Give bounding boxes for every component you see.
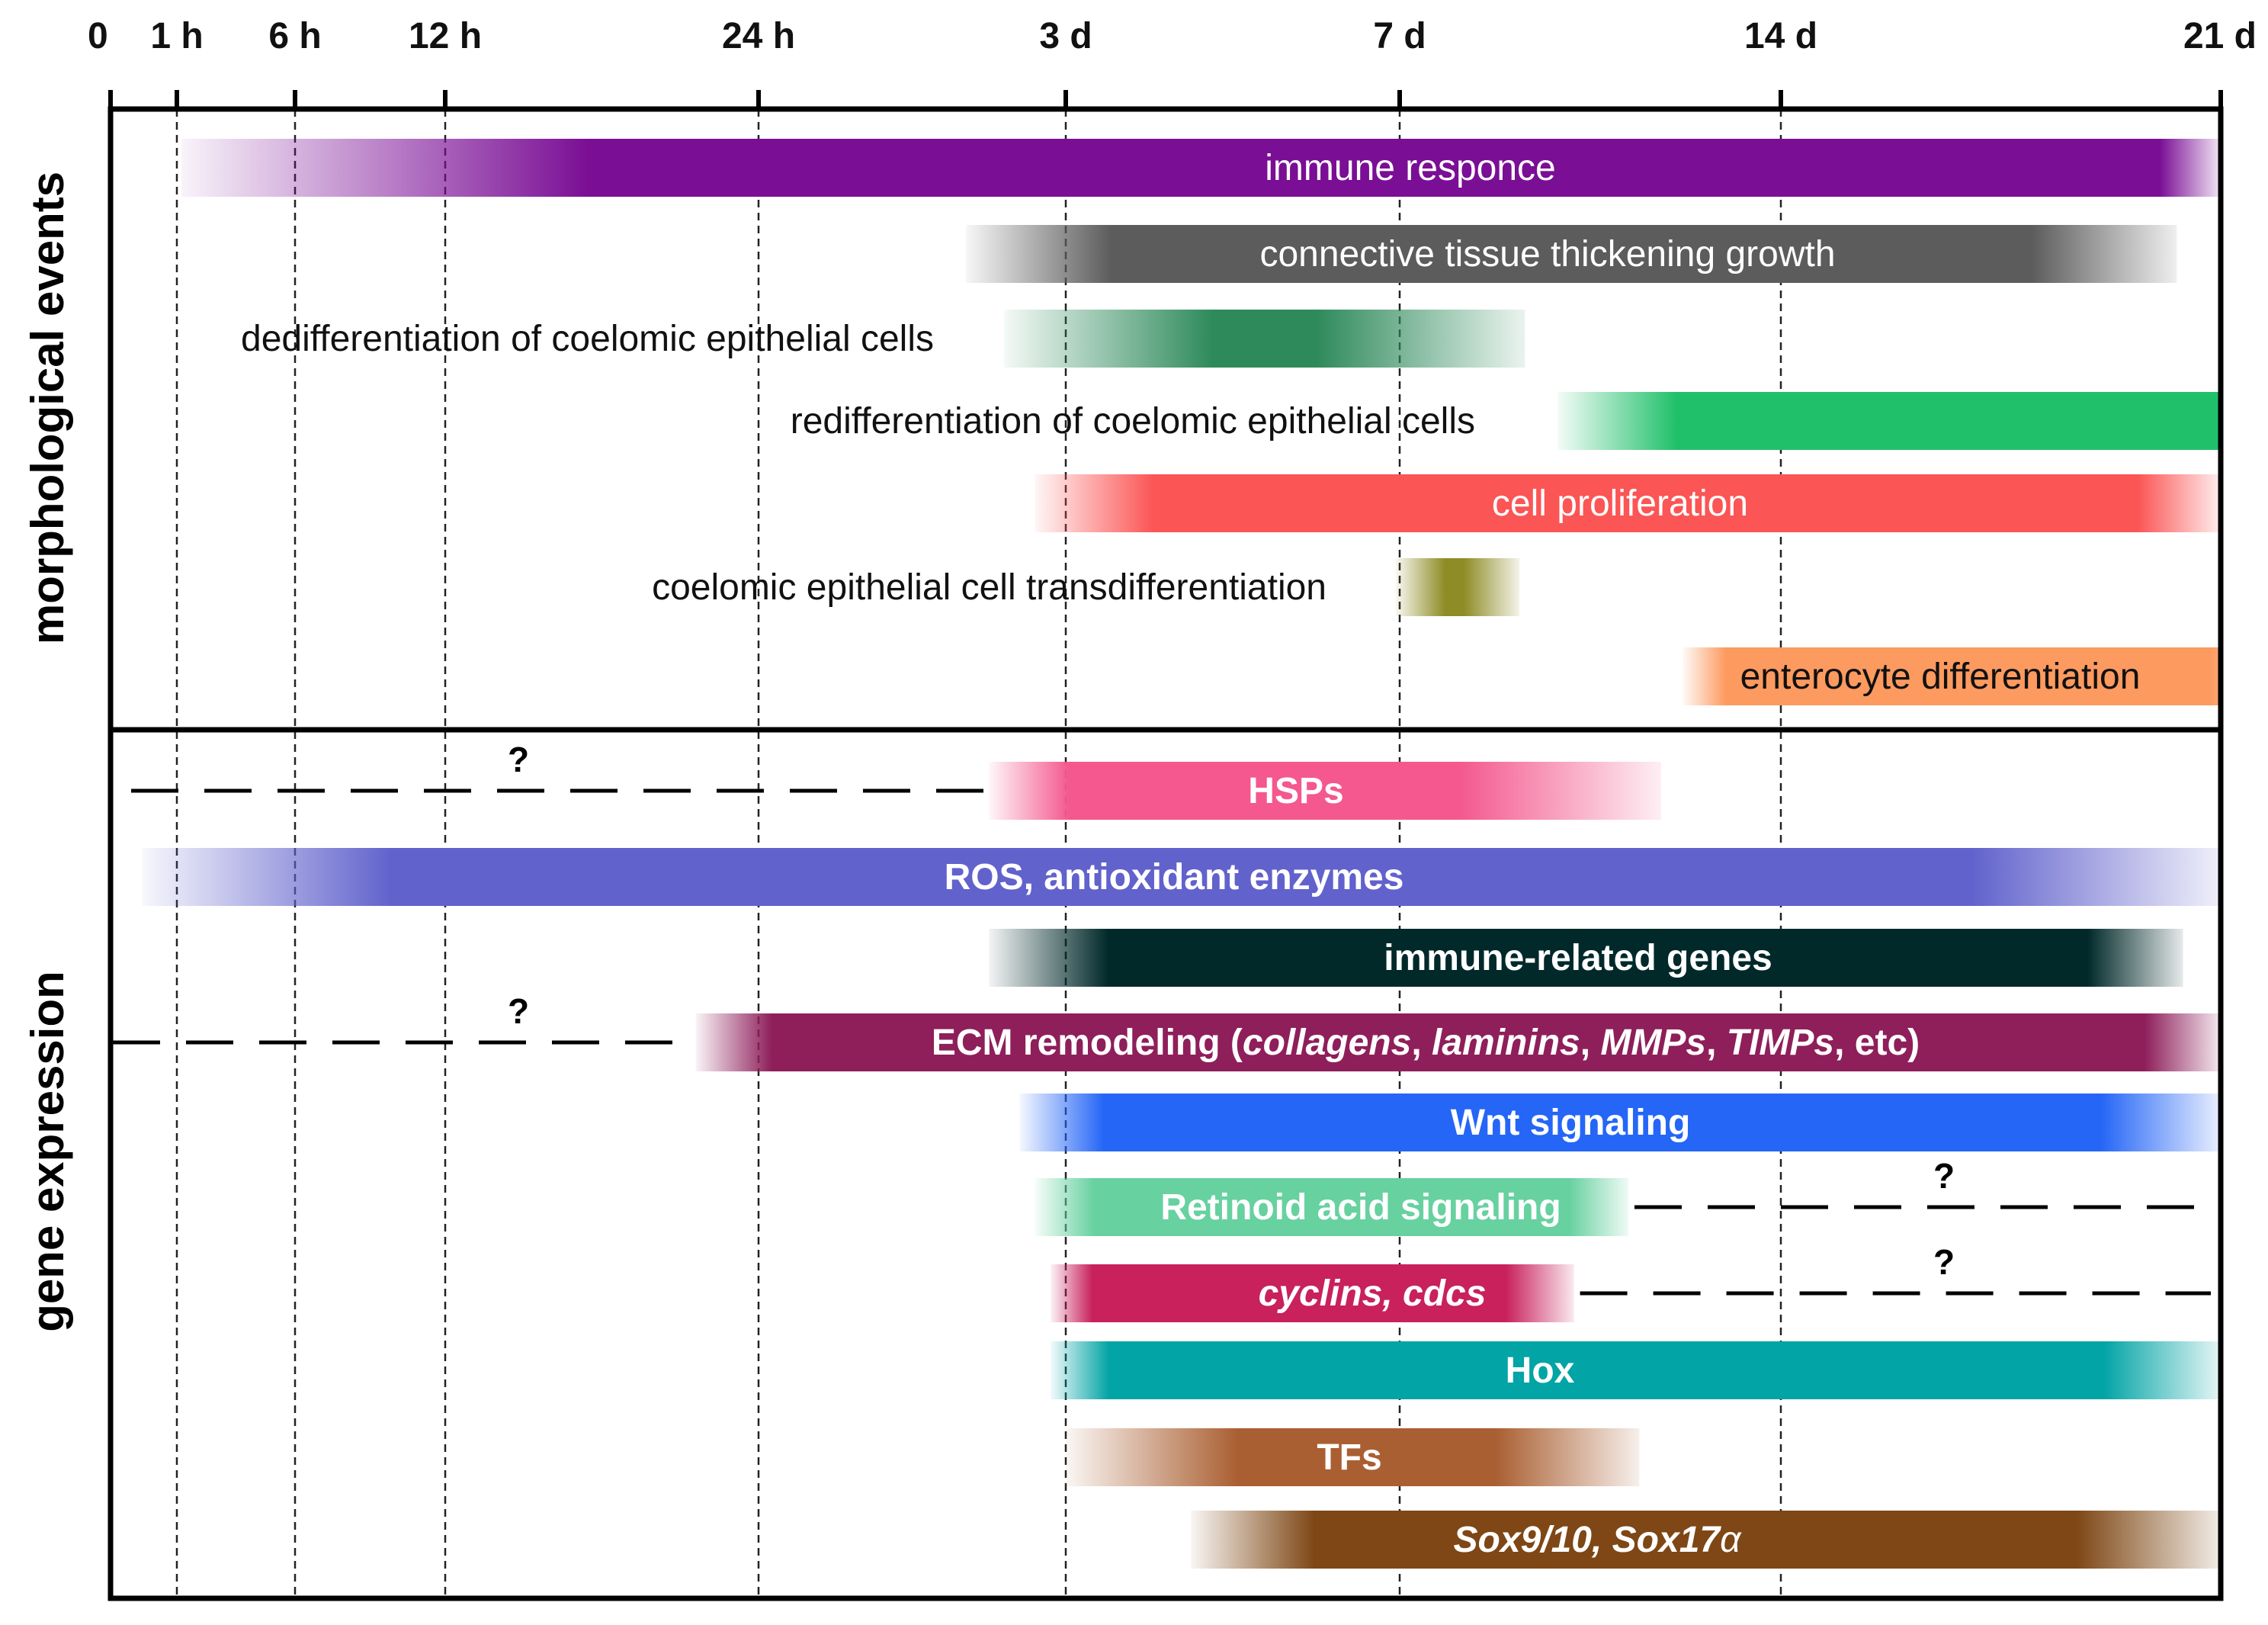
bar-enterocyte-differentiation: [1683, 647, 2221, 705]
gene-bar-immune-related-genes: [989, 929, 2183, 987]
gene-bar-label-tfs: TFs: [1317, 1437, 1381, 1478]
gene-bar-hox: [1050, 1341, 2221, 1399]
bar-label-immune-responce: immune responce: [1265, 148, 1556, 188]
tick-label-6-h: 6 h: [268, 16, 321, 56]
gene-bar-retinoid-acid-signaling: [1035, 1178, 1628, 1236]
bar-labels-layer: immune responce connective tissue thicken…: [241, 148, 2140, 1560]
bars-layer: [142, 139, 2221, 1569]
tick-label-0: 0: [88, 16, 108, 56]
uncertain-dashes-layer: ????: [113, 740, 2211, 1296]
gene-bar-label-ros-antioxidant-enzymes: ROS, antioxidant enzymes: [945, 857, 1404, 898]
gene-bar-label-sox9-10-sox17: Sox9/10, Sox17α: [1454, 1520, 1743, 1560]
bar-immune-responce: [181, 139, 2221, 197]
question-mark-retinoid-acid-signaling: ?: [1933, 1156, 1955, 1196]
bar-dedifferentiation-of-coelomic-epithelial-cells: [1004, 310, 1525, 368]
bar-label-cell-proliferation: cell proliferation: [1492, 483, 1748, 524]
section-label-morphological: morphological events: [22, 172, 73, 644]
diagram-frame: [107, 106, 2224, 1601]
gene-bar-label-hox: Hox: [1506, 1350, 1575, 1391]
gene-bar-label-wnt-signaling: Wnt signaling: [1451, 1103, 1691, 1143]
gene-bar-ecm-remodeling: [695, 1013, 2221, 1071]
tick-label-14-d: 14 d: [1744, 16, 1817, 56]
bar-label-enterocyte-differentiation: enterocyte differentiation: [1740, 657, 2141, 697]
section-label-gene-expression: gene expression: [22, 971, 73, 1332]
tick-label-7-d: 7 d: [1373, 16, 1426, 56]
tick-label-24-h: 24 h: [722, 16, 795, 56]
bar-redifferentiation-of-coelomic-epithelial-cells: [1557, 392, 2221, 450]
tick-label-1-h: 1 h: [150, 16, 203, 56]
time-axis: 0 1 h 6 h 12 h 24 h 3 d 7 d 14 d 21 d: [88, 16, 2257, 109]
gene-bar-label-retinoid-acid-signaling: Retinoid acid signaling: [1160, 1187, 1561, 1228]
bar-coelomic-epithelial-cell-transdifferentiation: [1395, 558, 1520, 616]
bar-label-connective-tissue-thickening-growth: connective tissue thickening growth: [1259, 234, 1835, 275]
gene-bar-ros-antioxidant-enzymes: [142, 848, 2221, 906]
tick-label-21-d: 21 d: [2183, 16, 2257, 56]
bar-connective-tissue-thickening-growth: [966, 225, 2177, 283]
gene-bar-label-ecm-remodeling: ECM remodeling (collagens, laminins, MMP…: [932, 1023, 1920, 1063]
gene-bar-cyclins-cdcs: [1050, 1264, 1574, 1322]
gene-bar-hsps: [989, 762, 1661, 820]
gene-bar-label-cyclins-cdcs: cyclins, cdcs: [1259, 1273, 1487, 1314]
bar-cell-proliferation: [1035, 474, 2221, 532]
bar-label-redifferentiation-of-coelomic-epithelial-cells: redifferentiation of coelomic epithelial…: [791, 401, 1475, 442]
gene-bar-label-immune-related-genes: immune-related genes: [1384, 938, 1772, 978]
tick-label-12-h: 12 h: [409, 16, 482, 56]
gene-bar-tfs: [1066, 1428, 1640, 1486]
gene-bar-wnt-signaling: [1019, 1094, 2221, 1151]
question-mark-hsps: ?: [508, 740, 529, 779]
gene-bar-label-hsps: HSPs: [1248, 771, 1343, 811]
gene-bar-sox9-10-sox17: [1191, 1511, 2221, 1569]
question-mark-ecm-remodeling: ?: [508, 991, 529, 1031]
bar-label-coelomic-epithelial-cell-transdifferentiation: coelomic epithelial cell transdifferenti…: [652, 567, 1326, 608]
question-mark-cyclins-cdcs: ?: [1933, 1242, 1955, 1282]
bar-label-dedifferentiation-of-coelomic-epithelial-cells: dedifferentiation of coelomic epithelial…: [241, 319, 934, 359]
tick-label-3-d: 3 d: [1039, 16, 1092, 56]
